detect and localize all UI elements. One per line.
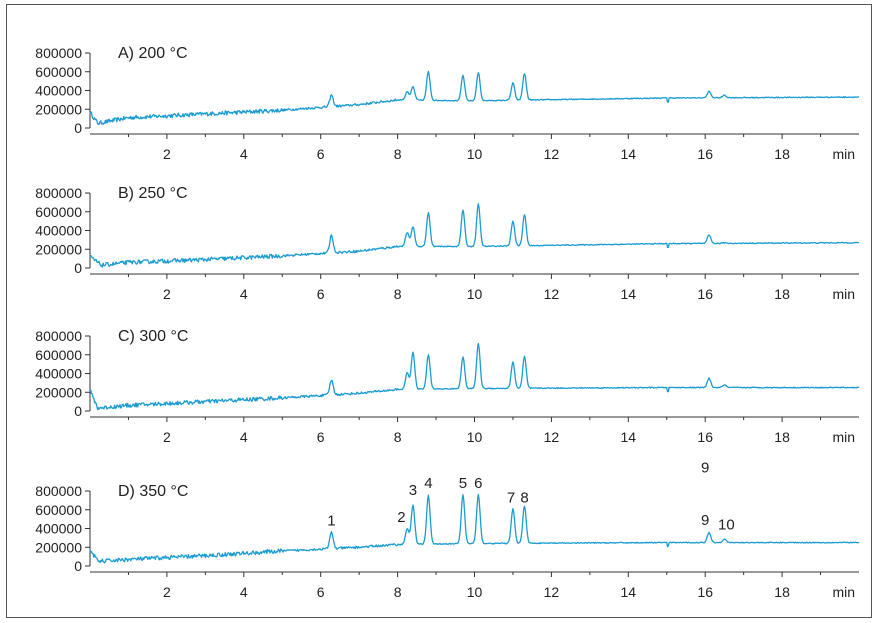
x-tick-label: 10 [467,146,483,162]
panel-title: A) 200 °C [118,45,188,62]
x-tick-label: 6 [317,429,325,445]
peak-label: 4 [424,475,432,492]
y-tick-label: 200000 [35,241,82,257]
x-tick-label: 4 [240,286,248,302]
panel-3: 0 200000 400000 600000 800000 2 4 6 8 10 12 14 16 18 m… [35,328,860,445]
x-tick-label: 12 [544,429,560,445]
peak-label: 8 [520,489,528,506]
x-tick-label: 6 [317,286,325,302]
panel-title: D) 350 °C [118,483,188,500]
panel-1: 0 200000 400000 600000 800000 2 4 6 8 10 12 14 16 18 m… [35,45,860,162]
y-tick-label: 200000 [35,384,82,400]
y-tick-label: 800000 [35,328,82,344]
x-tick-label: 12 [544,146,560,162]
y-tick-label: 200000 [35,101,82,117]
x-tick-label: 2 [163,429,171,445]
x-tick-label: 14 [621,286,637,302]
peak-label: 3 [409,482,417,499]
x-tick-label: 14 [621,584,637,600]
y-tick-label: 600000 [35,64,82,80]
x-tick-label: 6 [317,146,325,162]
x-axis-label: min [832,429,855,445]
x-tick-label: 4 [240,429,248,445]
peak-label: 2 [397,509,405,526]
x-tick-label: 18 [774,429,790,445]
peak-label: 10 [718,516,735,533]
y-tick-label: 400000 [35,83,82,99]
x-tick-label: 12 [544,286,560,302]
x-axis-label: min [832,146,855,162]
x-tick-label: 8 [394,584,402,600]
chromatogram-trace [89,70,860,126]
x-tick-label: 18 [774,584,790,600]
peak-label: 6 [474,475,482,492]
y-tick-label: 400000 [35,521,82,537]
y-tick-label: 600000 [35,347,82,363]
x-tick-label: 10 [467,584,483,600]
x-axis-label: min [832,584,855,600]
y-tick-label: 800000 [35,185,82,201]
peak-label: 9 [701,459,709,476]
x-tick-label: 10 [467,429,483,445]
y-tick-label: 0 [74,403,82,419]
x-tick-label: 2 [163,146,171,162]
y-tick-label: 200000 [35,539,82,555]
figure-frame [6,4,872,618]
x-tick-label: 8 [394,429,402,445]
y-tick-label: 800000 [35,483,82,499]
y-tick-label: 0 [74,260,82,276]
peak-label: 5 [459,475,467,492]
x-tick-label: 4 [240,146,248,162]
chromatogram-trace [89,342,860,411]
y-tick-label: 800000 [35,45,82,61]
panel-2: 0 200000 400000 600000 800000 2 4 6 8 10 12 14 16 18 m… [35,185,860,302]
x-tick-label: 14 [621,146,637,162]
y-tick-label: 400000 [35,366,82,382]
x-tick-label: 18 [774,146,790,162]
chromatogram-trace [89,203,860,268]
x-tick-label: 12 [544,584,560,600]
x-tick-label: 16 [697,146,713,162]
peak-label: 9 [701,512,709,529]
x-tick-label: 4 [240,584,248,600]
x-tick-label: 16 [697,429,713,445]
y-tick-label: 0 [74,558,82,574]
peak-label: 7 [507,489,515,506]
x-tick-label: 18 [774,286,790,302]
x-tick-label: 8 [394,286,402,302]
x-tick-label: 10 [467,286,483,302]
y-tick-label: 400000 [35,223,82,239]
panel-title: C) 300 °C [118,328,188,345]
x-axis-label: min [832,286,855,302]
peak-label: 1 [327,513,335,530]
x-tick-label: 2 [163,584,171,600]
x-tick-label: 14 [621,429,637,445]
chromatogram-trace [89,493,860,564]
y-tick-label: 600000 [35,502,82,518]
x-tick-label: 8 [394,146,402,162]
x-tick-label: 16 [697,584,713,600]
x-tick-label: 2 [163,286,171,302]
y-tick-label: 0 [74,120,82,136]
x-tick-label: 16 [697,286,713,302]
y-tick-label: 600000 [35,204,82,220]
panel-title: B) 250 °C [118,185,188,202]
x-tick-label: 6 [317,584,325,600]
